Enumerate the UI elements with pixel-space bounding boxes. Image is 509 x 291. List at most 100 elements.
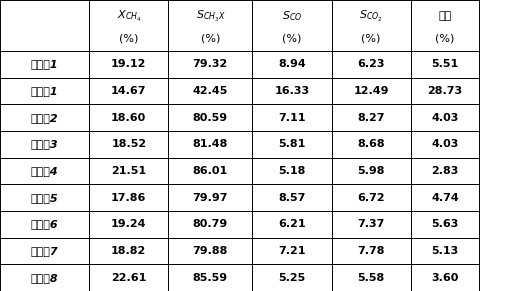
Text: 5.58: 5.58: [357, 273, 384, 283]
Bar: [168, 51, 252, 78]
Text: 实施例6: 实施例6: [31, 219, 59, 229]
Bar: [168, 78, 252, 104]
Text: 7.11: 7.11: [278, 113, 305, 123]
Text: 实施例8: 实施例8: [31, 273, 59, 283]
Bar: [168, 238, 252, 264]
Text: 5.13: 5.13: [431, 246, 458, 256]
Text: (%): (%): [361, 33, 380, 43]
Bar: [252, 211, 331, 238]
Bar: [168, 104, 252, 131]
Bar: [410, 78, 478, 104]
Text: 7.37: 7.37: [357, 219, 384, 229]
Text: 17.86: 17.86: [111, 193, 146, 203]
Bar: [410, 104, 478, 131]
Bar: [89, 184, 168, 211]
Text: 6.72: 6.72: [356, 193, 384, 203]
Text: $S_{CO_2}$: $S_{CO_2}$: [358, 9, 382, 24]
Text: 5.18: 5.18: [278, 166, 305, 176]
Bar: [89, 78, 168, 104]
Bar: [410, 211, 478, 238]
Text: (%): (%): [282, 33, 301, 43]
Text: 18.52: 18.52: [111, 139, 146, 149]
Bar: [89, 0, 168, 51]
Bar: [168, 131, 252, 158]
Text: 5.25: 5.25: [278, 273, 305, 283]
Text: 8.57: 8.57: [278, 193, 305, 203]
Text: 2.83: 2.83: [431, 166, 458, 176]
Text: 42.45: 42.45: [192, 86, 228, 96]
Bar: [331, 264, 410, 291]
Bar: [168, 211, 252, 238]
Text: 8.27: 8.27: [357, 113, 384, 123]
Text: 14.67: 14.67: [111, 86, 146, 96]
Bar: [410, 51, 478, 78]
Text: $S_{CO}$: $S_{CO}$: [281, 9, 301, 23]
Text: 18.60: 18.60: [111, 113, 146, 123]
Bar: [89, 211, 168, 238]
Text: 8.68: 8.68: [356, 139, 384, 149]
Text: 12.49: 12.49: [353, 86, 388, 96]
Bar: [252, 184, 331, 211]
Bar: [331, 0, 410, 51]
Bar: [331, 158, 410, 184]
Text: 86.01: 86.01: [192, 166, 228, 176]
Text: $S_{CH_3X}$: $S_{CH_3X}$: [195, 9, 224, 24]
Text: 4.03: 4.03: [431, 113, 458, 123]
Bar: [0, 211, 89, 238]
Bar: [0, 104, 89, 131]
Text: 4.74: 4.74: [430, 193, 458, 203]
Text: 79.32: 79.32: [192, 59, 228, 69]
Bar: [0, 264, 89, 291]
Text: 19.24: 19.24: [111, 219, 146, 229]
Bar: [0, 184, 89, 211]
Text: 18.82: 18.82: [111, 246, 146, 256]
Bar: [410, 238, 478, 264]
Bar: [89, 158, 168, 184]
Bar: [410, 158, 478, 184]
Bar: [252, 131, 331, 158]
Text: (%): (%): [435, 33, 454, 43]
Text: 8.94: 8.94: [277, 59, 305, 69]
Text: $X_{CH_4}$: $X_{CH_4}$: [117, 9, 140, 24]
Bar: [89, 51, 168, 78]
Bar: [252, 104, 331, 131]
Text: 5.81: 5.81: [278, 139, 305, 149]
Text: 7.78: 7.78: [357, 246, 384, 256]
Text: 5.51: 5.51: [431, 59, 458, 69]
Text: 79.88: 79.88: [192, 246, 228, 256]
Bar: [89, 104, 168, 131]
Text: 79.97: 79.97: [192, 193, 228, 203]
Text: 实施例2: 实施例2: [31, 113, 59, 123]
Bar: [89, 131, 168, 158]
Bar: [0, 238, 89, 264]
Bar: [252, 158, 331, 184]
Bar: [252, 264, 331, 291]
Bar: [410, 184, 478, 211]
Text: 5.63: 5.63: [431, 219, 458, 229]
Bar: [331, 238, 410, 264]
Text: (%): (%): [119, 33, 138, 43]
Text: 4.03: 4.03: [431, 139, 458, 149]
Text: 实施例7: 实施例7: [31, 246, 59, 256]
Text: 22.61: 22.61: [111, 273, 146, 283]
Bar: [0, 158, 89, 184]
Text: 5.98: 5.98: [357, 166, 384, 176]
Text: 21.51: 21.51: [111, 166, 146, 176]
Bar: [168, 184, 252, 211]
Bar: [252, 78, 331, 104]
Bar: [331, 78, 410, 104]
Text: 81.48: 81.48: [192, 139, 228, 149]
Bar: [410, 131, 478, 158]
Bar: [168, 158, 252, 184]
Bar: [89, 238, 168, 264]
Bar: [0, 0, 89, 51]
Bar: [410, 264, 478, 291]
Bar: [252, 238, 331, 264]
Text: 实施例3: 实施例3: [31, 139, 59, 149]
Text: 3.60: 3.60: [431, 273, 458, 283]
Bar: [331, 211, 410, 238]
Bar: [0, 131, 89, 158]
Bar: [331, 51, 410, 78]
Bar: [252, 0, 331, 51]
Text: 6.23: 6.23: [357, 59, 384, 69]
